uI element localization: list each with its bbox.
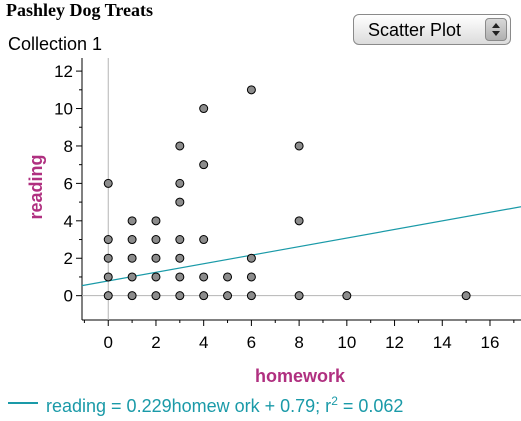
data-point[interactable]	[103, 178, 113, 188]
regression-equation: reading = 0.229homew ork + 0.79; r2 = 0.…	[8, 394, 403, 417]
data-point[interactable]	[342, 291, 352, 301]
data-point[interactable]	[246, 253, 256, 263]
data-point[interactable]	[199, 160, 209, 170]
data-point[interactable]	[103, 291, 113, 301]
data-point[interactable]	[127, 253, 137, 263]
data-point[interactable]	[246, 291, 256, 301]
data-point[interactable]	[175, 235, 185, 245]
data-point[interactable]	[223, 291, 233, 301]
data-point[interactable]	[175, 197, 185, 207]
equation-exponent: 2	[331, 394, 338, 408]
data-point[interactable]	[175, 178, 185, 188]
data-point[interactable]	[127, 216, 137, 226]
plot-type-label: Scatter Plot	[368, 20, 462, 40]
data-point[interactable]	[151, 291, 161, 301]
data-point[interactable]	[246, 272, 256, 282]
x-tick-label: 6	[247, 333, 256, 352]
data-point[interactable]	[294, 216, 304, 226]
data-point[interactable]	[103, 235, 113, 245]
x-axis-label: homework	[255, 366, 346, 386]
x-tick-label: 8	[294, 333, 303, 352]
data-point[interactable]	[199, 104, 209, 114]
data-point[interactable]	[151, 253, 161, 263]
data-point[interactable]	[151, 235, 161, 245]
data-point[interactable]	[246, 85, 256, 95]
x-tick-label: 10	[337, 333, 356, 352]
plot-type-select[interactable]: Scatter Plot	[353, 14, 511, 45]
y-axis-label: reading	[26, 154, 46, 219]
data-point[interactable]	[461, 291, 471, 301]
data-point[interactable]	[151, 272, 161, 282]
regression-line	[81, 206, 521, 287]
data-point[interactable]	[103, 272, 113, 282]
y-tick-label: 4	[64, 212, 73, 231]
data-point[interactable]	[103, 253, 113, 263]
data-point[interactable]	[127, 291, 137, 301]
y-tick-label: 10	[54, 100, 73, 119]
y-tick-label: 0	[64, 287, 73, 306]
x-tick-label: 0	[104, 333, 113, 352]
data-point[interactable]	[151, 216, 161, 226]
fit-line-swatch-icon	[8, 402, 38, 405]
data-point[interactable]	[294, 291, 304, 301]
x-tick-label: 14	[433, 333, 452, 352]
data-point[interactable]	[175, 141, 185, 151]
data-point[interactable]	[199, 291, 209, 301]
x-tick-label: 2	[151, 333, 160, 352]
header-title: Pashley Dog Treats	[6, 0, 153, 20]
data-point[interactable]	[127, 235, 137, 245]
equation-text: reading = 0.229homew ork + 0.79; r	[46, 396, 332, 416]
data-point[interactable]	[175, 253, 185, 263]
data-point[interactable]	[175, 291, 185, 301]
data-point[interactable]	[294, 141, 304, 151]
x-tick-label: 12	[385, 333, 404, 352]
collection-name: Collection 1	[8, 34, 103, 54]
y-tick-label: 8	[64, 137, 73, 156]
data-point[interactable]	[175, 272, 185, 282]
y-tick-label: 6	[64, 174, 73, 193]
x-tick-label: 16	[481, 333, 500, 352]
y-tick-label: 12	[54, 62, 73, 81]
y-tick-label: 2	[64, 249, 73, 268]
data-point[interactable]	[223, 272, 233, 282]
data-point[interactable]	[199, 272, 209, 282]
x-tick-label: 4	[199, 333, 208, 352]
equation-tail: = 0.062	[337, 396, 404, 416]
data-point[interactable]	[127, 272, 137, 282]
up-down-arrows-icon[interactable]	[485, 18, 507, 41]
data-point[interactable]	[199, 235, 209, 245]
